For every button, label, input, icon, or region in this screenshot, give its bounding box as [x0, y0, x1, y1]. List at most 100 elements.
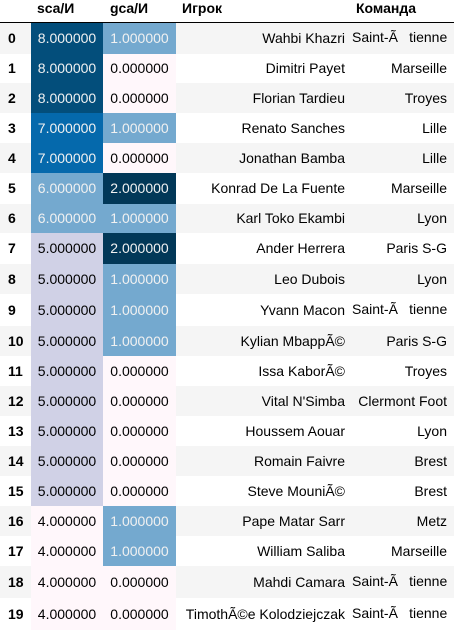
player-cell: Dimitri Payet [176, 53, 352, 83]
gca-cell: 1.000000 [103, 325, 176, 356]
gca-cell: 1.000000 [103, 22, 176, 54]
table-row: 10 5.000000 1.000000 Kylian MbappÃ© Paris S-… [0, 325, 454, 356]
table-row: 2 8.000000 0.000000 Florian Tardieu Troyes [0, 82, 454, 113]
player-cell: Karl Toko Ekambi [176, 203, 352, 233]
sca-cell: 8.000000 [31, 53, 103, 83]
table-row: 8 5.000000 1.000000 Leo Dubois Lyon [0, 263, 454, 294]
table-row: 15 5.000000 0.000000 Steve MouniÃ© Brest [0, 475, 454, 506]
sca-cell: 5.000000 [31, 325, 103, 356]
sca-cell: 7.000000 [31, 142, 103, 173]
gca-cell: 1.000000 [103, 535, 176, 566]
sca-cell: 6.000000 [31, 172, 103, 204]
table-row: 5 6.000000 2.000000 Konrad De La Fuente Mars… [0, 172, 454, 204]
player-cell: Issa KaborÃ© [176, 355, 352, 386]
team-cell: Brest [352, 475, 454, 506]
row-index: 8 [0, 263, 31, 294]
sca-cell: 5.000000 [31, 385, 103, 416]
player-cell: Yvann Macon [176, 293, 352, 326]
table-row: 9 5.000000 1.000000 Yvann Macon Saint-Ãtien… [0, 293, 454, 326]
sca-cell: 5.000000 [31, 263, 103, 294]
team-cell: Troyes [352, 82, 454, 113]
gca-cell: 1.000000 [103, 263, 176, 294]
row-index: 11 [0, 355, 31, 386]
sca-cell: 4.000000 [31, 505, 103, 536]
row-index: 4 [0, 142, 31, 173]
row-index: 9 [0, 293, 31, 326]
sca-header: sca/И [31, 0, 103, 23]
table-row: 7 5.000000 2.000000 Ander Herrera Paris S-G [0, 232, 454, 264]
gca-cell: 0.000000 [103, 565, 176, 598]
player-cell: Leo Dubois [176, 263, 352, 294]
player-cell: William Saliba [176, 535, 352, 566]
team-cell: Lyon [352, 263, 454, 294]
gca-cell: 0.000000 [103, 445, 176, 476]
gca-cell: 0.000000 [103, 597, 176, 630]
player-cell: Wahbi Khazri [176, 22, 352, 54]
table-row: 14 5.000000 0.000000 Romain Faivre Brest [0, 445, 454, 476]
row-index: 7 [0, 232, 31, 264]
row-index: 17 [0, 535, 31, 566]
sca-cell: 8.000000 [31, 22, 103, 54]
team-cell: Paris S-G [352, 232, 454, 264]
gca-cell: 0.000000 [103, 355, 176, 386]
row-index: 2 [0, 82, 31, 113]
player-cell: Houssem Aouar [176, 415, 352, 446]
row-index: 19 [0, 597, 31, 630]
team-cell: Metz [352, 505, 454, 536]
gca-cell: 0.000000 [103, 53, 176, 83]
player-cell: Ander Herrera [176, 232, 352, 264]
player-cell: Jonathan Bamba [176, 142, 352, 173]
gca-cell: 1.000000 [103, 293, 176, 326]
team-cell: Saint-Ãtienne [352, 597, 454, 630]
row-index: 6 [0, 203, 31, 233]
sca-cell: 5.000000 [31, 293, 103, 326]
sca-cell: 8.000000 [31, 82, 103, 113]
table-row: 11 5.000000 0.000000 Issa KaborÃ© Troyes [0, 355, 454, 386]
sca-cell: 5.000000 [31, 445, 103, 476]
player-cell: Steve MouniÃ© [176, 475, 352, 506]
table-row: 6 6.000000 1.000000 Karl Toko Ekambi Lyon [0, 203, 454, 233]
team-cell: Lyon [352, 203, 454, 233]
table-row: 4 7.000000 0.000000 Jonathan Bamba Lille [0, 142, 454, 173]
table-row: 17 4.000000 1.000000 William Saliba Marseill… [0, 535, 454, 566]
sca-cell: 5.000000 [31, 475, 103, 506]
table-row: 13 5.000000 0.000000 Houssem Aouar Lyon [0, 415, 454, 446]
sca-cell: 7.000000 [31, 112, 103, 143]
table-row: 1 8.000000 0.000000 Dimitri Payet Marseille [0, 53, 454, 83]
gca-cell: 0.000000 [103, 82, 176, 113]
player-cell: Kylian MbappÃ© [176, 325, 352, 356]
player-cell: Konrad De La Fuente [176, 172, 352, 204]
team-cell: Brest [352, 445, 454, 476]
row-index: 3 [0, 112, 31, 143]
player-cell: TimothÃ©e Kolodziejczak [176, 597, 352, 630]
team-cell: Lille [352, 142, 454, 173]
team-cell: Marseille [352, 53, 454, 83]
header-row: sca/И gca/И Игрок Команда [0, 0, 454, 23]
sca-cell: 6.000000 [31, 203, 103, 233]
gca-cell: 0.000000 [103, 385, 176, 416]
row-index: 15 [0, 475, 31, 506]
team-cell: Marseille [352, 172, 454, 204]
row-index: 14 [0, 445, 31, 476]
row-index: 13 [0, 415, 31, 446]
row-index: 0 [0, 22, 31, 54]
gca-cell: 1.000000 [103, 203, 176, 233]
gca-cell: 0.000000 [103, 415, 176, 446]
team-cell: Paris S-G [352, 325, 454, 356]
sca-cell: 4.000000 [31, 535, 103, 566]
team-cell: Troyes [352, 355, 454, 386]
table-row: 0 8.000000 1.000000 Wahbi Khazri Saint-Ãtie… [0, 22, 454, 54]
player-cell: Vital N'Simba [176, 385, 352, 416]
team-header: Команда [352, 0, 454, 23]
player-header: Игрок [176, 0, 352, 23]
team-cell: Saint-Ãtienne [352, 293, 454, 326]
team-cell: Marseille [352, 535, 454, 566]
table-row: 16 4.000000 1.000000 Pape Matar Sarr Metz [0, 505, 454, 536]
sca-cell: 5.000000 [31, 415, 103, 446]
table-row: 12 5.000000 0.000000 Vital N'Simba Clermont … [0, 385, 454, 416]
table-row: 18 4.000000 0.000000 Mahdi Camara Saint-Ãti… [0, 565, 454, 598]
row-index: 1 [0, 53, 31, 83]
table-row: 3 7.000000 1.000000 Renato Sanches Lille [0, 112, 454, 143]
gca-cell: 1.000000 [103, 112, 176, 143]
